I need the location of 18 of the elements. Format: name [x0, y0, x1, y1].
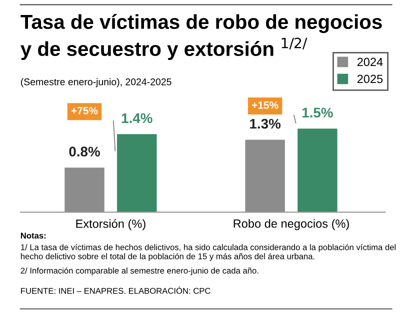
data-label: 0.8% [69, 146, 100, 157]
text: +75% [71, 107, 98, 114]
x-tick-label: Extorsión (%) [76, 219, 146, 230]
text: 1/ La tasa de víctimas de hechos delictivos, ha sido calculada considerando a la población víctima del hecho delictivo sobre el total de la población de 15 y más años del área urbana. [20, 244, 396, 261]
text: 2/ Información comparable al semestre enero-junio de cada año. [20, 267, 258, 276]
text: Notas: [20, 232, 46, 239]
bar [245, 140, 285, 212]
data-label: 1.3% [250, 118, 281, 129]
data-label: 1.5% [302, 108, 333, 118]
legend-label: 2025 [357, 74, 383, 84]
text: +15% [252, 101, 278, 109]
x-tick-label: Robo de negocios (%) [234, 219, 349, 230]
chart-subtitle: (Semestre enero-junio), 2024-2025 [21, 78, 172, 88]
bar [117, 134, 157, 212]
bar [64, 168, 104, 212]
bar [298, 128, 338, 212]
data-label: 1.4% [122, 113, 152, 124]
source-note: FUENTE: INEI – ENAPRES. ELABORACIÓN: CPC [21, 286, 210, 294]
